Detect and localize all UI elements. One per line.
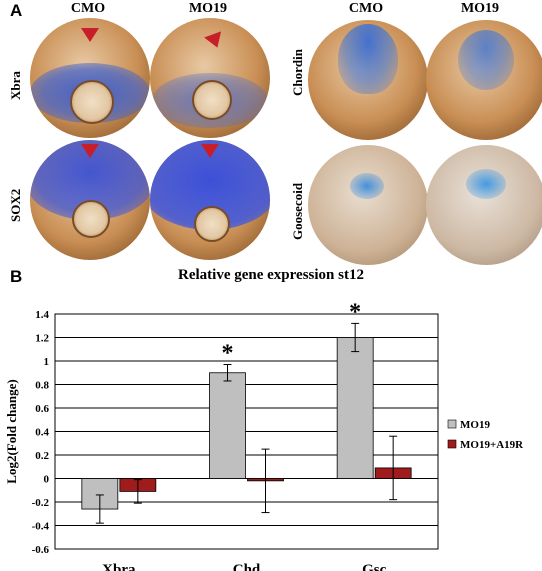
arrowhead-icon [201, 144, 219, 158]
column-header-cmo-right: CMO [348, 1, 384, 16]
panel-b-label: B [10, 267, 23, 286]
y-axis-label: Log2(Fold change) [4, 379, 19, 483]
legend-label-mo19: MO19 [460, 419, 490, 431]
y-tick-label: 1.4 [35, 309, 49, 321]
embryo-image-xbra-mo19 [150, 18, 270, 138]
plot-frame [54, 313, 439, 550]
legend-swatch-mo19-a19r [447, 439, 457, 449]
y-tick-label: 0.8 [35, 380, 49, 392]
column-header-mo19-right: MO19 [460, 1, 500, 16]
y-tick-label: -0.4 [32, 521, 50, 533]
row-label-sox2: SOX2 [8, 188, 23, 222]
arrowhead-icon [81, 28, 99, 42]
column-header-mo19-left: MO19 [188, 1, 228, 16]
embryo-image-sox2-mo19 [150, 140, 270, 260]
y-tick-label: 0 [44, 474, 50, 486]
bar-mo19-gsc [336, 337, 374, 479]
embryo-image-sox2-cmo [30, 140, 150, 260]
y-tick-label: -0.2 [32, 497, 50, 509]
embryo-image-goosecoid-mo19 [426, 145, 542, 265]
embryo-image-chordin-cmo [308, 20, 428, 140]
x-category-label: Gsc [362, 562, 387, 571]
significance-asterisk: * [222, 341, 234, 367]
y-tick-label: -0.6 [32, 544, 50, 556]
row-label-chordin: Chordin [290, 49, 305, 96]
panel-a-label: A [10, 1, 23, 20]
y-tick-label: 0.2 [35, 450, 49, 462]
y-tick-label: 1.2 [35, 333, 49, 345]
x-category-label: Xbra [102, 562, 136, 571]
embryo-image-chordin-mo19 [426, 20, 542, 140]
legend-swatch-mo19 [447, 419, 457, 429]
embryo-image-xbra-cmo [30, 18, 150, 138]
y-tick-label: 0.4 [35, 427, 49, 439]
row-label-xbra: Xbra [8, 71, 23, 100]
arrowhead-icon [81, 144, 99, 158]
y-tick-label: 1 [44, 356, 50, 368]
significance-asterisk: * [349, 299, 361, 325]
row-label-goosecoid: Goosecoid [290, 182, 305, 240]
chart-title: Relative gene expression st12 [178, 267, 364, 283]
y-tick-label: 0.6 [35, 403, 49, 415]
bar-mo19-chd [209, 372, 246, 479]
column-header-cmo-left: CMO [70, 1, 106, 16]
bar-chart: 1.4 1.2 1 0.8 0.6 0.4 0.2 0 -0.2 -0.4 -0.6 Log2(Fol… [4, 299, 524, 571]
embryo-image-goosecoid-cmo [308, 145, 428, 265]
legend-label-mo19-a19r: MO19+A19R [460, 439, 524, 451]
x-category-label: Chd [233, 562, 261, 571]
